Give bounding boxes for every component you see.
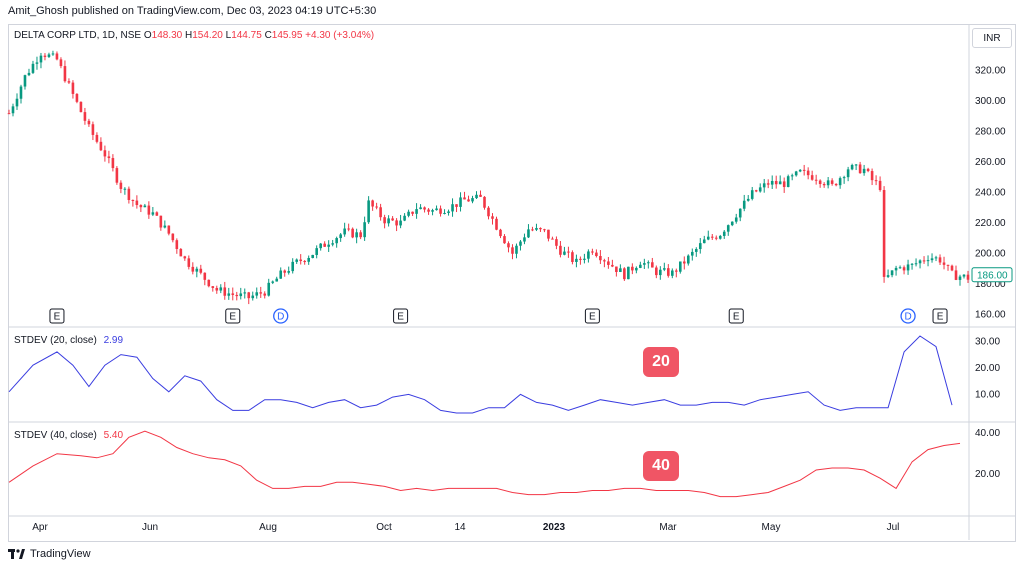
symbol-name: DELTA CORP LTD, 1D, NSE	[14, 30, 142, 41]
symbol-legend: DELTA CORP LTD, 1D, NSE O148.30 H154.20 …	[14, 30, 374, 41]
high-label: H	[185, 30, 193, 41]
open-label: O	[143, 30, 152, 41]
stdev20-value: 2.99	[103, 335, 124, 346]
tradingview-logo-text: TradingView	[30, 548, 91, 560]
change-value: +4.30 (+3.04%)	[305, 30, 375, 41]
stdev20-legend: STDEV (20, close) 2.99	[14, 335, 123, 346]
stdev40-legend: STDEV (40, close) 5.40	[14, 430, 123, 441]
currency-button[interactable]: INR	[972, 28, 1012, 48]
stdev40-value: 5.40	[103, 430, 124, 441]
low-label: L	[225, 30, 232, 41]
tradingview-logo-icon	[8, 549, 25, 559]
close-value: 145.95	[271, 30, 303, 41]
open-value: 148.30	[151, 30, 183, 41]
stdev40-label: STDEV (40, close)	[14, 430, 97, 441]
chart-frame	[8, 24, 1016, 542]
close-label: C	[264, 30, 272, 41]
stdev20-label: STDEV (20, close)	[14, 335, 97, 346]
high-value: 154.20	[192, 30, 223, 41]
published-by-text: Amit_Ghosh published on TradingView.com,…	[8, 5, 377, 17]
badge-20: 20	[643, 347, 679, 377]
low-value: 144.75	[231, 30, 262, 41]
tradingview-logo[interactable]: TradingView	[8, 548, 91, 560]
top-bar: Amit_Ghosh published on TradingView.com,…	[0, 0, 1024, 24]
badge-40: 40	[643, 451, 679, 481]
